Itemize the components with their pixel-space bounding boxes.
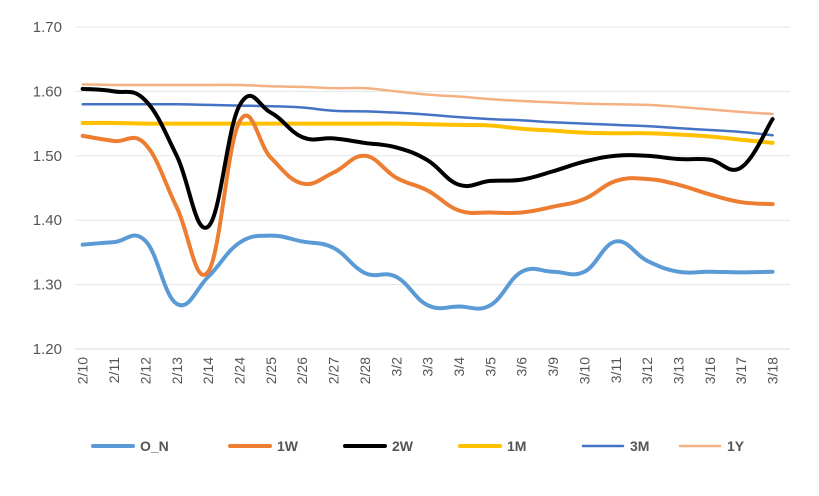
series-line-3m	[81, 102, 774, 137]
y-tick-label: 1.30	[33, 277, 62, 294]
y-tick-label: 1.40	[33, 212, 62, 229]
x-tick-label: 3/13	[671, 357, 687, 384]
x-tick-label: 2/10	[75, 357, 91, 384]
x-tick-label: 3/17	[733, 357, 749, 384]
legend-label-o-n: O_N	[140, 438, 169, 454]
legend-label-2w: 2W	[392, 438, 414, 454]
x-tick-label: 2/27	[326, 357, 342, 384]
gridlines	[75, 26, 790, 286]
x-tick-label: 3/9	[545, 357, 561, 377]
x-tick-label: 2/26	[294, 357, 310, 384]
y-tick-label: 1.20	[33, 341, 62, 358]
series-line-2w	[80, 86, 775, 230]
x-tick-label: 3/4	[451, 357, 467, 377]
legend-label-1y: 1Y	[727, 438, 745, 454]
x-tick-label: 3/5	[482, 357, 498, 377]
series-line-1m	[80, 120, 775, 145]
x-tick-label: 2/14	[200, 357, 216, 384]
x-tick-label: 2/24	[231, 357, 247, 384]
legend-label-1m: 1M	[507, 438, 526, 454]
y-tick-label: 1.60	[33, 83, 62, 100]
x-tick-label: 2/28	[357, 357, 373, 384]
x-tick-label: 3/18	[765, 357, 781, 384]
y-tick-label: 1.70	[33, 19, 62, 36]
x-tick-label: 3/10	[576, 357, 592, 384]
x-tick-label: 3/6	[514, 357, 530, 377]
x-tick-label: 2/13	[169, 357, 185, 384]
x-tick-label: 2/25	[263, 357, 279, 384]
series-lines	[80, 83, 775, 311]
x-tick-label: 3/12	[639, 357, 655, 384]
x-tick-label: 3/11	[608, 357, 624, 383]
x-tick-label: 2/12	[137, 357, 153, 384]
x-tick-label: 3/2	[388, 357, 404, 377]
x-tick-label: 3/3	[420, 357, 436, 377]
series-line-1y	[81, 83, 774, 116]
legend: O_N 1W 2W 1M 3M 1Y	[91, 438, 745, 454]
legend-label-1w: 1W	[277, 438, 299, 454]
series-line-o-n	[80, 233, 775, 311]
axes: 1.20 1.30 1.40 1.50 1.60 1.70 2/10 2/11 2/12 2/13…	[33, 19, 790, 384]
series-line-1w	[80, 113, 775, 277]
legend-label-3m: 3M	[630, 438, 649, 454]
x-tick-label: 3/16	[702, 357, 718, 384]
y-tick-label: 1.50	[33, 148, 62, 165]
x-tick-label: 2/11	[106, 357, 122, 383]
